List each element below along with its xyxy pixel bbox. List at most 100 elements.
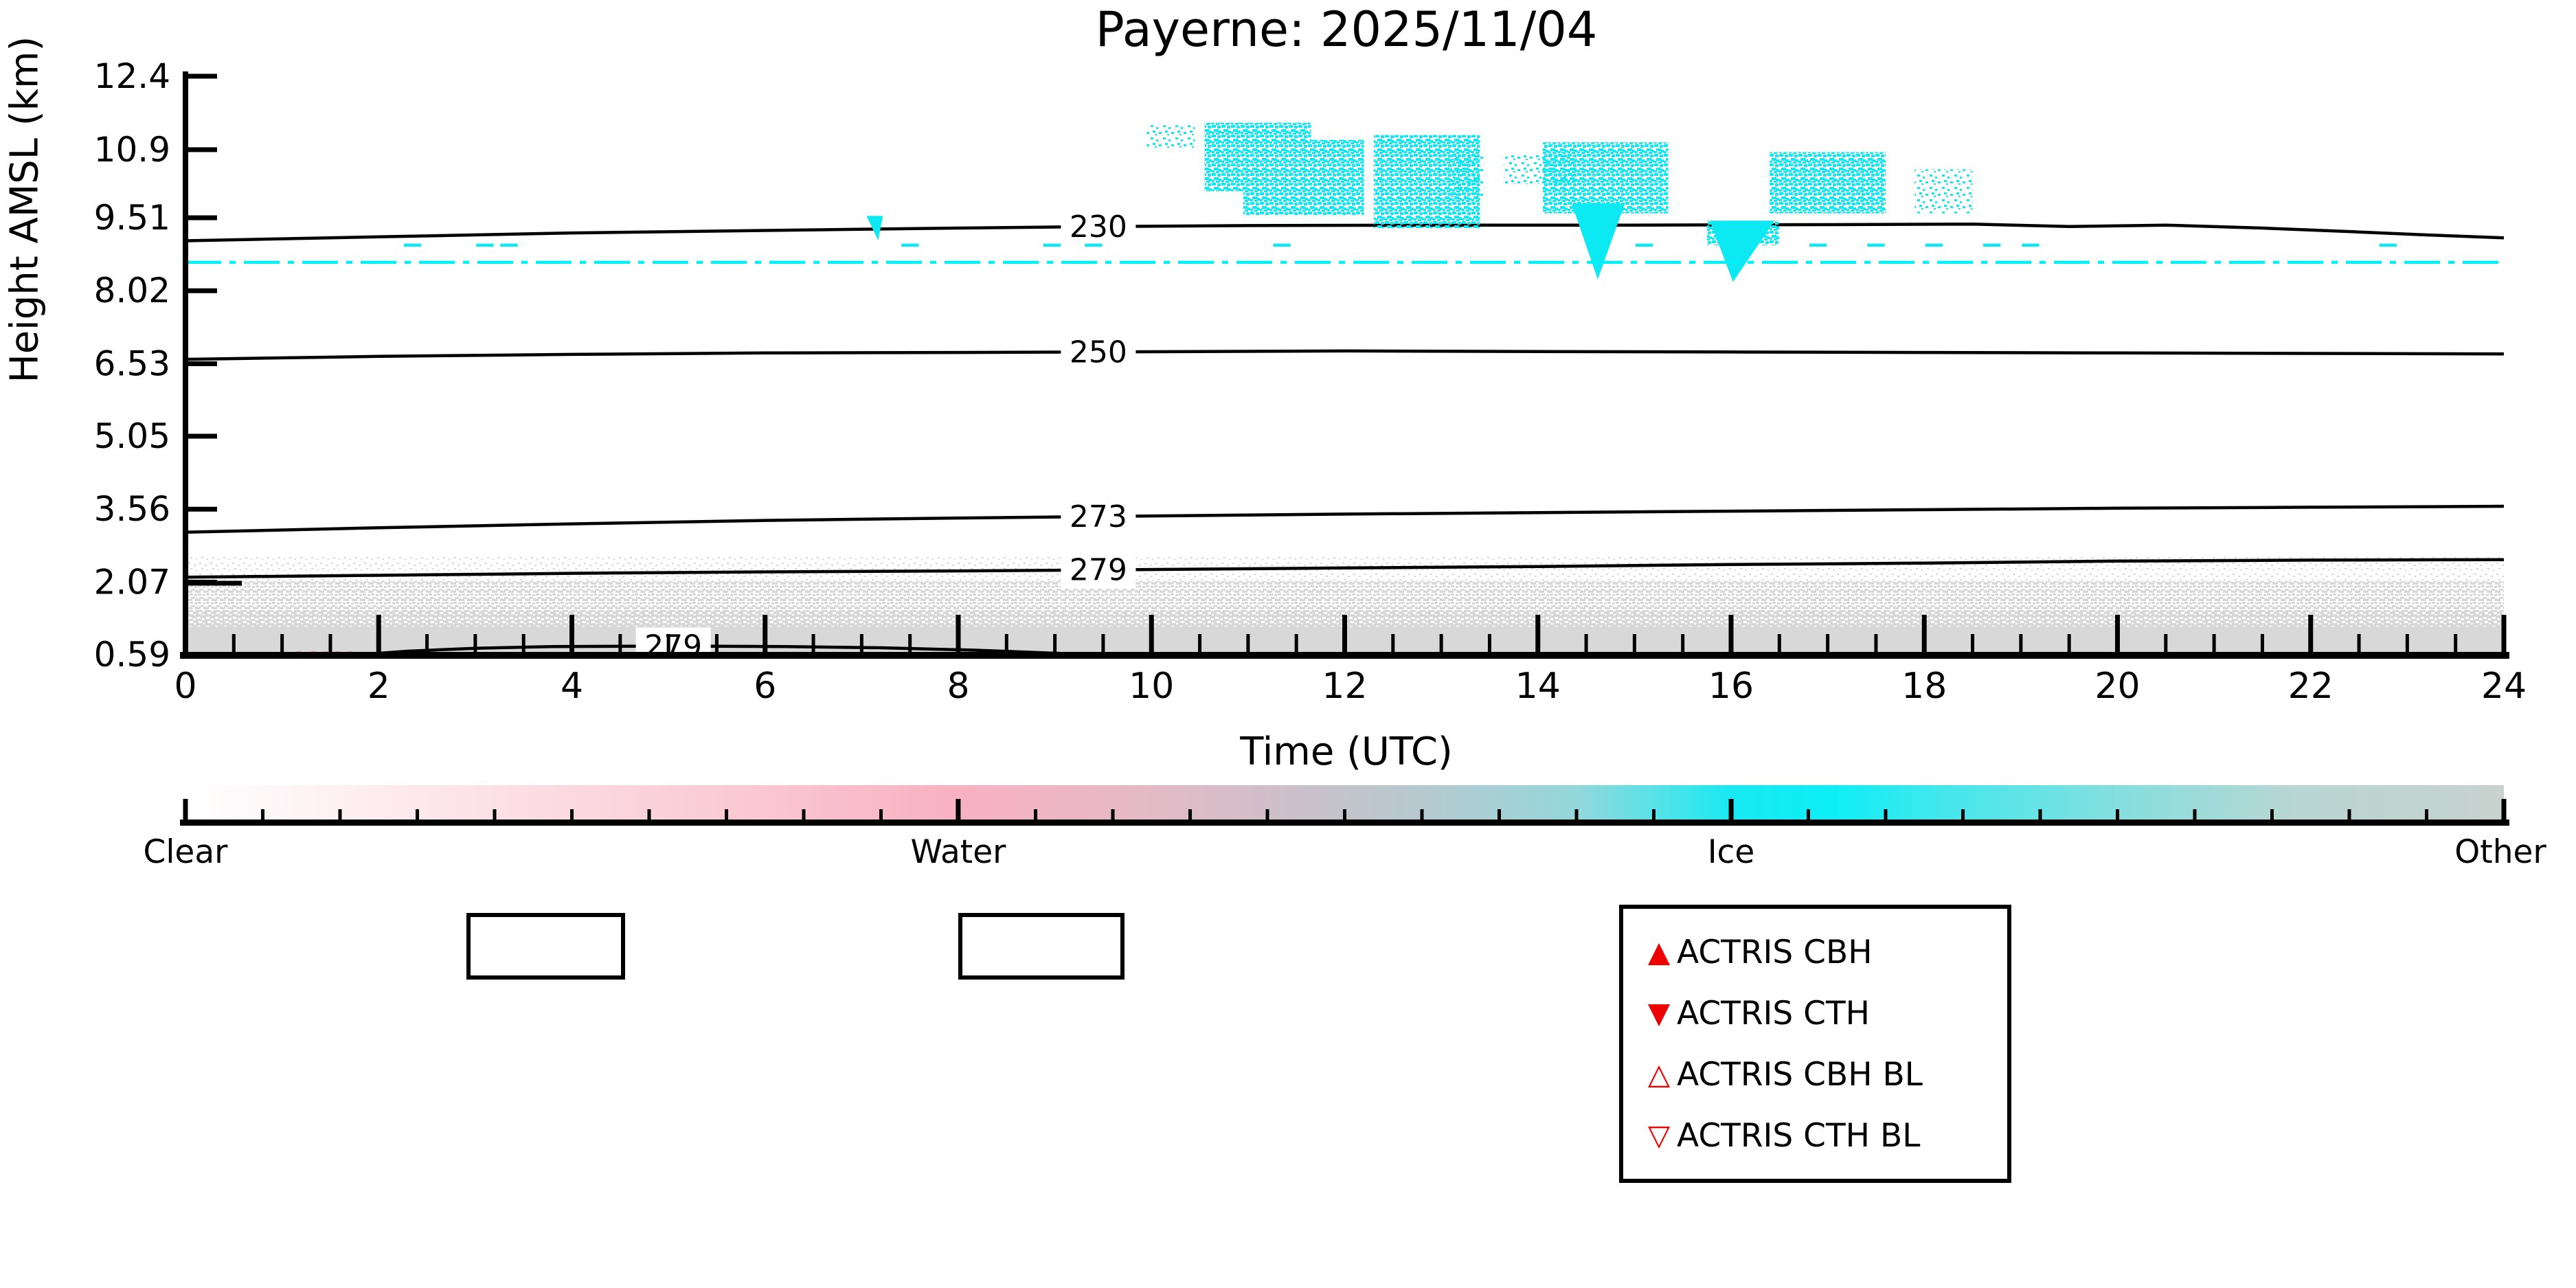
legend-label: ACTRIS CTH [1677, 994, 1871, 1032]
y-tick-label: 8.02 [94, 271, 170, 310]
colorbar-minor-tick [879, 809, 883, 820]
x-tick-major [2308, 615, 2314, 655]
x-axis-label: Time (UTC) [1240, 730, 1453, 774]
legend-row: ▲ ACTRIS CBH [1641, 922, 2007, 983]
x-tick-major [1342, 615, 1347, 655]
x-tick-label: 8 [947, 666, 969, 707]
x-tick-minor [2405, 634, 2409, 655]
legend-row: ▽ ACTRIS CTH BL [1641, 1105, 2007, 1166]
colorbar-baseline [180, 820, 2509, 826]
colorbar-minor-tick [2193, 809, 2197, 820]
x-tick-major [2501, 615, 2507, 655]
y-tick-label: 5.05 [94, 416, 170, 456]
x-tick-major [183, 615, 188, 655]
x-tick-label: 0 [174, 666, 196, 707]
y-tick [188, 652, 217, 657]
x-tick-minor [1246, 634, 1250, 655]
x-tick-minor [908, 634, 912, 655]
legend-label: ACTRIS CBH BL [1677, 1055, 1923, 1094]
y-tick [188, 74, 217, 79]
x-tick-minor [1777, 634, 1781, 655]
x-tick-label: 18 [1901, 666, 1947, 707]
x-tick-minor [1294, 634, 1298, 655]
y-tick-label: 12.4 [94, 56, 170, 96]
triangle-up-filled-icon: ▲ [1647, 935, 1671, 969]
x-tick-minor [1826, 634, 1830, 655]
colorbar-minor-tick [1034, 809, 1037, 820]
y-tick [188, 288, 217, 293]
colorbar-anchor-tick [956, 799, 961, 820]
x-tick-label: 6 [754, 666, 776, 707]
x-tick-label: 10 [1129, 666, 1174, 707]
x-tick-major [2115, 615, 2120, 655]
colorbar-minor-tick [2270, 809, 2274, 820]
x-tick-label: 12 [1322, 666, 1367, 707]
colorbar-anchor-tick [2501, 799, 2507, 820]
y-tick-label: 10.9 [94, 130, 170, 170]
y-tick [188, 433, 217, 439]
colorbar-minor-tick [647, 809, 651, 820]
x-tick-minor [1439, 634, 1443, 655]
ice-cloud-patch [1542, 142, 1669, 214]
colorbar-minor-tick [493, 809, 497, 820]
x-tick-minor [1391, 634, 1395, 655]
legend-row: △ ACTRIS CBH BL [1641, 1044, 2007, 1105]
triangle-down-filled-icon: ▼ [1647, 996, 1671, 1030]
x-tick-major [1921, 615, 1927, 655]
x-tick-minor [1874, 634, 1878, 655]
temperature-contour-273 [185, 504, 2505, 534]
x-tick-minor [714, 634, 719, 655]
temperature-contour-230 [185, 223, 2505, 242]
y-tick [188, 579, 217, 585]
x-tick-minor [859, 634, 863, 655]
x-tick-minor [2212, 634, 2216, 655]
y-tick-label: 9.51 [94, 198, 170, 238]
x-tick-minor [1681, 634, 1685, 655]
x-tick-major [1535, 615, 1541, 655]
colorbar-anchor-tick [183, 799, 188, 820]
x-tick-label: 2 [368, 666, 390, 707]
x-tick-major [1728, 615, 1734, 655]
triangle-down-open-icon: ▽ [1647, 1118, 1671, 1152]
ice-cloud-streak [1710, 221, 1775, 282]
colorbar-minor-tick [2425, 809, 2428, 820]
colorbar-minor-tick [2038, 809, 2042, 820]
x-axis-spine [180, 652, 2509, 659]
legend-label: ACTRIS CBH [1677, 933, 1873, 971]
x-tick-major [569, 615, 574, 655]
y-tick [188, 506, 217, 512]
contour-label-mask [1061, 207, 1136, 245]
page-title: Payerne: 2025/11/04 [1095, 1, 1598, 58]
ice-cloud-streak [1572, 203, 1625, 280]
x-tick-minor [473, 634, 477, 655]
contour-label-mask [1061, 497, 1136, 535]
x-tick-minor [1004, 634, 1008, 655]
colorbar-minor-tick [1265, 809, 1269, 820]
x-tick-label: 16 [1708, 666, 1754, 707]
ice-cloud-patch [1770, 152, 1886, 214]
empty-legend-box-1 [466, 913, 625, 980]
legend-row: ▼ ACTRIS CTH [1641, 983, 2007, 1044]
y-tick [188, 361, 217, 366]
x-tick-minor [811, 634, 815, 655]
x-tick-minor [2164, 634, 2168, 655]
surface-layer-dither [185, 581, 2504, 612]
colorbar-minor-tick [1652, 809, 1656, 820]
actris-legend: ▲ ACTRIS CBH ▼ ACTRIS CTH △ ACTRIS CBH B… [1619, 905, 2011, 1183]
empty-legend-box-2 [958, 913, 1125, 980]
x-tick-label: 22 [2288, 666, 2334, 707]
colorbar-minor-tick [1884, 809, 1888, 820]
x-tick-label: 14 [1515, 666, 1561, 707]
temperature-contour-279 [185, 558, 2505, 579]
temperature-contour-250 [185, 349, 2505, 361]
y-tick-label: 2.07 [94, 562, 170, 602]
x-tick-label: 4 [561, 666, 583, 707]
colorbar-minor-tick [2116, 809, 2119, 820]
contour-label-230: 230 [1070, 210, 1127, 245]
colorbar-minor-tick [1807, 809, 1810, 820]
colorbar-minor-tick [1111, 809, 1115, 820]
x-tick-minor [2067, 634, 2071, 655]
y-axis-spine [183, 71, 188, 659]
